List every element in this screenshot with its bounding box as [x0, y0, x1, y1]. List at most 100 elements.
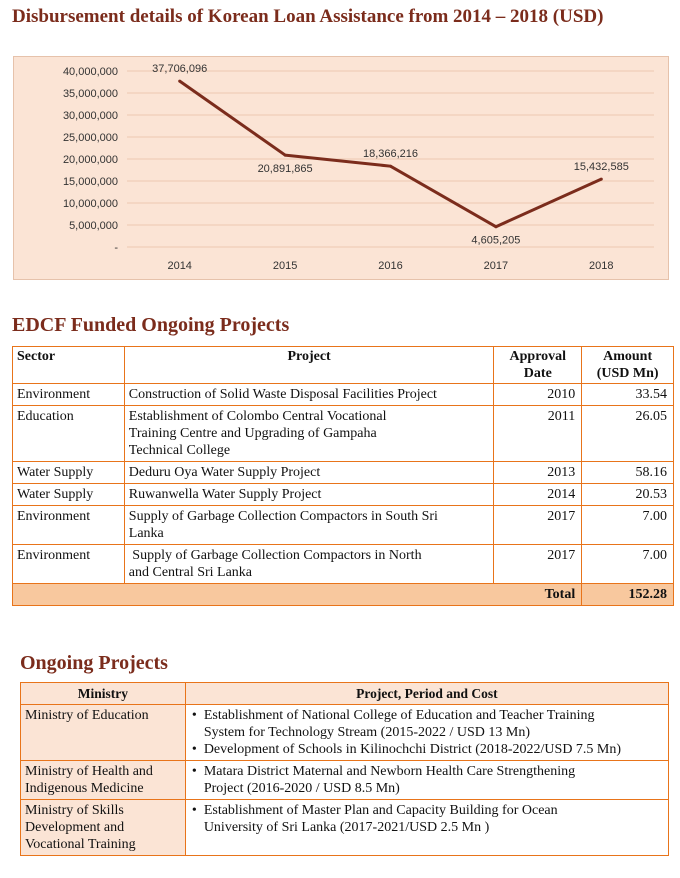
header-approval-date: Approval Date	[493, 346, 583, 384]
y-tick-label: 35,000,000	[63, 88, 118, 100]
chart-title: Disbursement details of Korean Loan Assi…	[12, 6, 604, 27]
y-tick-label: 15,000,000	[63, 176, 118, 188]
header-approval-line1: Approval	[509, 349, 567, 364]
total-value: 152.28	[581, 583, 674, 606]
amount-cell: 7.00	[581, 544, 674, 584]
project-line: Establishment of Colombo Central Vocatio…	[128, 409, 387, 424]
ministry-line: Ministry of Health and	[25, 764, 153, 779]
y-tick-label: -	[114, 242, 118, 254]
project-line: Ruwanwella Water Supply Project	[128, 487, 322, 502]
project-item-line: Development of Schools in Kilinochchi Di…	[203, 742, 622, 757]
edcf-projects-table: Sector Project Approval Date Amount (USD…	[11, 346, 674, 606]
edcf-header-row: Sector Project Approval Date Amount (USD…	[12, 346, 674, 384]
ministry-cell: Ministry of Skills Development and Vocatio…	[20, 799, 186, 856]
project-line: Supply of Garbage Collection Compactors …	[128, 548, 422, 563]
ongoing-projects-table: Ministry Project, Period and Cost Minist…	[20, 682, 670, 856]
x-tick-label: 2017	[484, 260, 508, 272]
project-item-line: Establishment of Master Plan and Capacit…	[203, 803, 558, 818]
y-tick-label: 40,000,000	[63, 66, 118, 78]
x-tick-label: 2015	[273, 260, 297, 272]
project-line: Construction of Solid Waste Disposal Fac…	[128, 387, 437, 402]
amount-cell: 20.53	[581, 483, 674, 506]
header-project-period-cost: Project, Period and Cost	[184, 682, 670, 705]
edcf-section-title: EDCF Funded Ongoing Projects	[12, 314, 290, 336]
edcf-table-row: Environment Construction of Solid Waste D…	[12, 383, 674, 406]
project-line: Training Centre and Upgrading of Gampaha	[128, 426, 377, 441]
ministry-cell: Ministry of Health and Indigenous Medicin…	[20, 760, 186, 800]
data-label: 20,891,865	[258, 163, 313, 175]
project-cell: Construction of Solid Waste Disposal Fac…	[123, 383, 495, 406]
y-tick-label: 25,000,000	[63, 132, 118, 144]
y-tick-label: 30,000,000	[63, 110, 118, 122]
sector-cell: Environment	[12, 505, 125, 545]
project-bullet-item: • Matara District Maternal and Newborn He…	[190, 763, 664, 797]
approval-date-cell: 2017	[493, 505, 583, 545]
approval-date-cell: 2010	[493, 383, 583, 406]
header-amount: Amount (USD Mn)	[581, 346, 674, 384]
ongoing-section-title: Ongoing Projects	[20, 652, 168, 674]
approval-date-cell: 2013	[493, 461, 583, 484]
y-tick-label: 5,000,000	[69, 220, 118, 232]
bullet-icon: •	[191, 708, 197, 723]
edcf-table-row: Environment Supply of Garbage Collection …	[12, 505, 674, 545]
amount-cell: 7.00	[581, 505, 674, 545]
bullet-icon: •	[191, 803, 197, 818]
approval-date-cell: 2011	[493, 405, 583, 462]
header-ministry: Ministry	[20, 682, 186, 705]
header-approval-line2: Date	[523, 366, 552, 381]
project-items-cell: • Matara District Maternal and Newborn He…	[184, 760, 670, 800]
edcf-table-row: Education Establishment of Colombo Centra…	[12, 405, 674, 462]
amount-cell: 26.05	[581, 405, 674, 462]
ministry-line: Vocational Training	[25, 837, 136, 852]
ongoing-table-row: Ministry of Skills Development and Vocatio…	[20, 799, 670, 856]
project-bullet-item: • Establishment of Master Plan and Capaci…	[190, 802, 664, 836]
project-line: and Central Sri Lanka	[128, 565, 253, 580]
ministry-line: Ministry of Skills	[25, 803, 124, 818]
project-cell: Ruwanwella Water Supply Project	[123, 483, 495, 506]
y-tick-label: 20,000,000	[63, 154, 118, 166]
project-item-line: Matara District Maternal and Newborn Hea…	[203, 764, 576, 779]
data-point	[283, 153, 287, 157]
ministry-line: Indigenous Medicine	[25, 781, 144, 796]
sector-cell: Water Supply	[12, 483, 125, 506]
sector-cell: Environment	[12, 544, 125, 584]
project-bullet-item: • Development of Schools in Kilinochchi D…	[190, 741, 664, 758]
edcf-total-row: Total 152.28	[11, 583, 674, 606]
bullet-icon: •	[191, 764, 197, 779]
project-item-line: University of Sri Lanka (2017-2021/USD 2…	[203, 820, 490, 835]
project-cell: Supply of Garbage Collection Compactors …	[123, 544, 495, 584]
data-label: 4,605,205	[471, 235, 520, 247]
project-cell: Supply of Garbage Collection Compactors …	[123, 505, 495, 545]
data-label: 37,706,096	[152, 63, 207, 75]
data-point	[599, 177, 603, 181]
data-point	[389, 164, 392, 168]
project-item-line: Establishment of National College of Edu…	[203, 708, 595, 723]
sector-cell: Water Supply	[12, 461, 125, 484]
x-tick-label: 2018	[589, 260, 613, 272]
ongoing-table-row: Ministry of Education • Establishment of N…	[20, 704, 670, 761]
total-label: Total	[11, 583, 583, 606]
project-cell: Establishment of Colombo Central Vocatio…	[123, 405, 495, 462]
edcf-table-row: Water Supply Deduru Oya Water Supply Proj…	[12, 461, 674, 484]
header-amount-line1: Amount	[603, 349, 653, 364]
project-bullet-item: • Establishment of National College of Ed…	[190, 707, 664, 741]
ministry-line: Development and	[25, 820, 125, 835]
line-chart-svg: - 5,000,000 10,000,000 15,000,000 20,000,000…	[63, 63, 654, 272]
ongoing-header-row: Ministry Project, Period and Cost	[20, 682, 670, 705]
data-label: 15,432,585	[574, 161, 629, 173]
project-line: Deduru Oya Water Supply Project	[128, 465, 321, 480]
project-items-cell: • Establishment of Master Plan and Capaci…	[184, 799, 670, 856]
y-tick-label: 10,000,000	[63, 198, 118, 210]
approval-date-cell: 2017	[493, 544, 583, 584]
x-tick-label: 2014	[167, 260, 191, 272]
project-line: Lanka	[128, 526, 164, 541]
header-sector: Sector	[12, 346, 125, 384]
project-items-cell: • Establishment of National College of Ed…	[184, 704, 670, 761]
amount-cell: 33.54	[581, 383, 674, 406]
data-label: 18,366,216	[363, 148, 418, 160]
header-amount-line2: (USD Mn)	[596, 366, 659, 381]
sector-cell: Education	[12, 405, 125, 462]
x-tick-label: 2016	[378, 260, 402, 272]
project-line: Supply of Garbage Collection Compactors …	[128, 509, 438, 524]
header-project: Project	[123, 346, 495, 384]
